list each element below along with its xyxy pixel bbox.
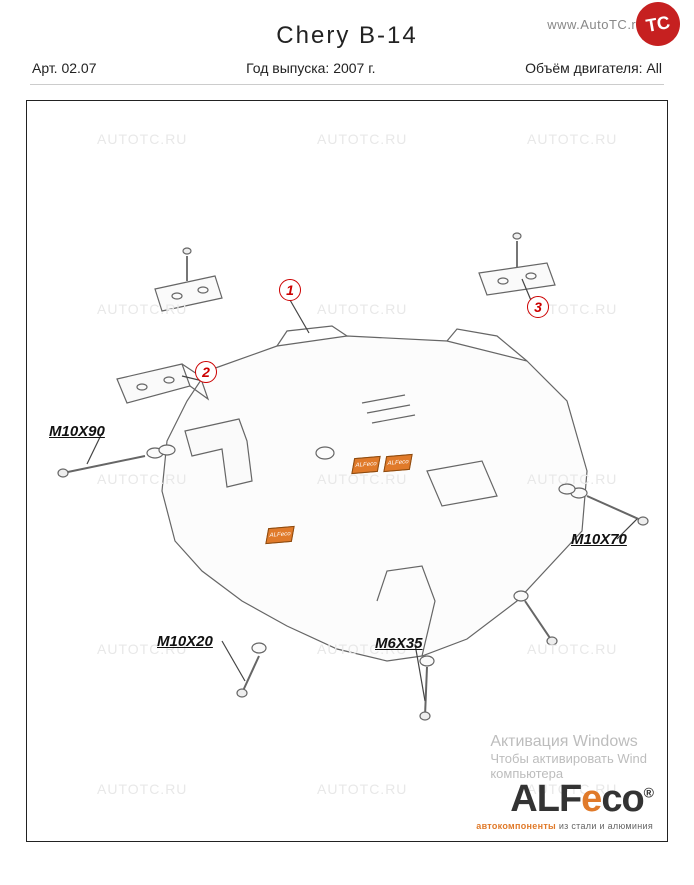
logo-reg: ® bbox=[644, 784, 653, 800]
year: Год выпуска: 2007 г. bbox=[246, 60, 375, 76]
alfeco-sticker: ALFeco bbox=[351, 456, 380, 474]
brand-stamp: www.AutoTC.ru TC bbox=[547, 2, 680, 46]
windows-activation-overlay: Активация Windows Чтобы активировать Win… bbox=[490, 733, 647, 781]
logo-co: co bbox=[601, 778, 643, 820]
article-number: Арт. 02.07 bbox=[32, 60, 97, 76]
alfeco-sticker: ALFeco bbox=[265, 526, 294, 544]
callout-1: 1 bbox=[279, 279, 301, 301]
bolt-label: M6X35 bbox=[375, 635, 423, 652]
alfeco-tagline: автокомпоненты из стали и алюминия bbox=[476, 821, 653, 831]
activation-line1: Активация Windows bbox=[490, 733, 647, 751]
skid-plate-svg bbox=[27, 101, 669, 843]
callout-3: 3 bbox=[527, 296, 549, 318]
tagline-orange: автокомпоненты bbox=[476, 821, 556, 831]
logo-e: e bbox=[581, 778, 601, 820]
meta-row: Арт. 02.07 Год выпуска: 2007 г. Объём дв… bbox=[30, 56, 664, 85]
stamp-circle: TC bbox=[633, 0, 684, 49]
bolt-label: M10X20 bbox=[157, 633, 213, 650]
bolt-label: M10X90 bbox=[49, 423, 105, 440]
stamp-text: TC bbox=[644, 12, 671, 37]
alfeco-logo: ALFeco® автокомпоненты из стали и алюмин… bbox=[476, 778, 653, 831]
bolt-label: M10X70 bbox=[571, 531, 627, 548]
activation-line2: Чтобы активировать Wind bbox=[490, 751, 647, 766]
diagram: AUTOTC.RUAUTOTC.RUAUTOTC.RUAUTOTC.RUAUTO… bbox=[27, 101, 667, 841]
logo-alf: ALF bbox=[510, 778, 581, 820]
callout-2: 2 bbox=[195, 361, 217, 383]
alfeco-wordmark: ALFeco® bbox=[476, 778, 653, 821]
alfeco-sticker: ALFeco bbox=[383, 454, 412, 472]
diagram-frame: AUTOTC.RUAUTOTC.RUAUTOTC.RUAUTOTC.RUAUTO… bbox=[26, 100, 668, 842]
page-root: www.AutoTC.ru TC Chery B-14 Арт. 02.07 Г… bbox=[0, 0, 694, 885]
engine-volume: Объём двигателя: All bbox=[525, 60, 662, 76]
tagline-rest: из стали и алюминия bbox=[556, 821, 653, 831]
stamp-url: www.AutoTC.ru bbox=[547, 17, 644, 32]
